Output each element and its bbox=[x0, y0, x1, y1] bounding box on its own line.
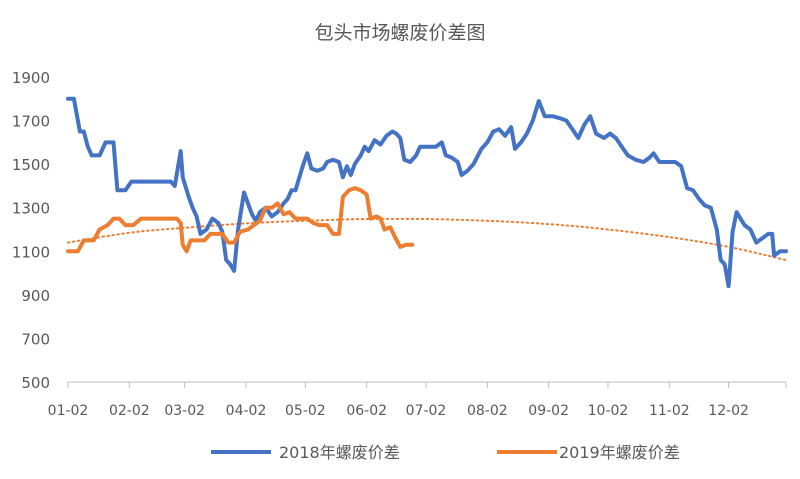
y-tick-label: 1900 bbox=[12, 69, 50, 87]
series-layer bbox=[66, 96, 788, 289]
x-tick-label: 06-02 bbox=[346, 403, 387, 419]
series-line-2 bbox=[66, 186, 415, 254]
y-tick-label: 1700 bbox=[12, 113, 50, 131]
x-tick-label: 11-02 bbox=[649, 403, 690, 419]
x-tick-label: 12-02 bbox=[708, 403, 749, 419]
y-tick-label: 1100 bbox=[12, 243, 50, 261]
x-tick-label: 02-02 bbox=[109, 403, 150, 419]
legend-label: 2019年螺废价差 bbox=[559, 443, 680, 462]
x-tick-label: 09-02 bbox=[528, 403, 569, 419]
trendline-layer bbox=[67, 217, 787, 261]
y-tick-label: 1300 bbox=[12, 200, 50, 218]
y-tick-label: 700 bbox=[21, 330, 50, 348]
x-tick-label: 10-02 bbox=[588, 403, 629, 419]
legend: 2018年螺废价差 2019年螺废价差 bbox=[211, 443, 680, 462]
x-tick-label: 01-02 bbox=[48, 403, 89, 419]
y-tick-label: 500 bbox=[21, 374, 50, 392]
x-tick-label: 07-02 bbox=[406, 403, 447, 419]
x-tick-label: 08-02 bbox=[467, 403, 508, 419]
y-tick-label: 900 bbox=[21, 287, 50, 305]
x-tick-label: 04-02 bbox=[226, 403, 267, 419]
x-tick-label: 05-02 bbox=[285, 403, 326, 419]
y-axis-ticks: 500 700 900 1100 1300 1500 1700 1900 bbox=[12, 69, 50, 392]
series-line-1 bbox=[66, 96, 788, 289]
y-tick-label: 1500 bbox=[12, 156, 50, 174]
x-axis-ticks: 01-02 02-02 03-02 04-02 05-02 06-02 07-02 08-02… bbox=[48, 382, 787, 419]
trendline bbox=[67, 217, 787, 261]
x-tick-label: 03-02 bbox=[164, 403, 205, 419]
chart-title: 包头市场螺废价差图 bbox=[314, 22, 485, 44]
legend-label: 2018年螺废价差 bbox=[279, 443, 400, 462]
